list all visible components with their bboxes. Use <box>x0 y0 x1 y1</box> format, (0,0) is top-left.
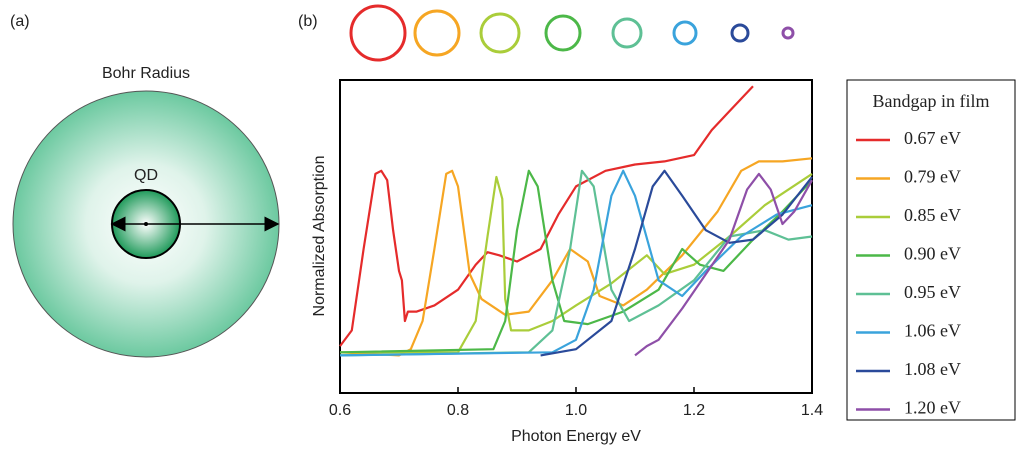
panel-label: (b) <box>298 13 318 30</box>
spectrum-line <box>634 172 813 357</box>
size-indicator <box>611 17 643 49</box>
size-indicator <box>544 14 582 52</box>
x-tick-label: 1.0 <box>565 402 587 419</box>
legend-box <box>846 79 1016 421</box>
legend-label: 1.08 eV <box>904 359 961 379</box>
center-dot <box>144 222 148 226</box>
spectrum-line <box>339 169 813 357</box>
qd-label: QD <box>134 167 158 184</box>
size-indicator <box>413 9 461 57</box>
legend-label: 0.79 eV <box>904 167 961 187</box>
bohr-label: Bohr Radius <box>102 65 190 82</box>
x-tick-label: 1.2 <box>683 402 705 419</box>
legend-label: 0.95 eV <box>904 282 961 302</box>
spectrum-line <box>540 169 813 357</box>
size-indicator <box>349 4 407 62</box>
legend-title: Bandgap in film <box>873 91 990 111</box>
size-indicator <box>781 26 795 40</box>
size-indicator <box>730 23 750 43</box>
x-tick-label: 0.6 <box>329 402 351 419</box>
y-axis-label: Normalized Absorption <box>311 156 328 317</box>
spectrum-line <box>339 169 813 357</box>
legend-label: 1.06 eV <box>904 321 961 341</box>
spectrum-line <box>339 157 813 357</box>
x-tick-label: 1.4 <box>801 402 823 419</box>
legend-label: 0.67 eV <box>904 128 961 148</box>
spectrum-line <box>339 169 813 354</box>
spectrum-line <box>340 172 813 354</box>
panel-label: (a) <box>10 13 30 30</box>
legend-label: 0.85 eV <box>904 205 961 225</box>
x-axis-label: Photon Energy eV <box>511 428 641 445</box>
size-indicator <box>479 12 521 54</box>
spectrum-line <box>339 85 754 347</box>
x-tick-label: 0.8 <box>447 402 469 419</box>
legend-label: 1.20 eV <box>904 398 961 418</box>
legend-label: 0.90 eV <box>904 244 961 264</box>
size-indicator <box>672 20 698 46</box>
